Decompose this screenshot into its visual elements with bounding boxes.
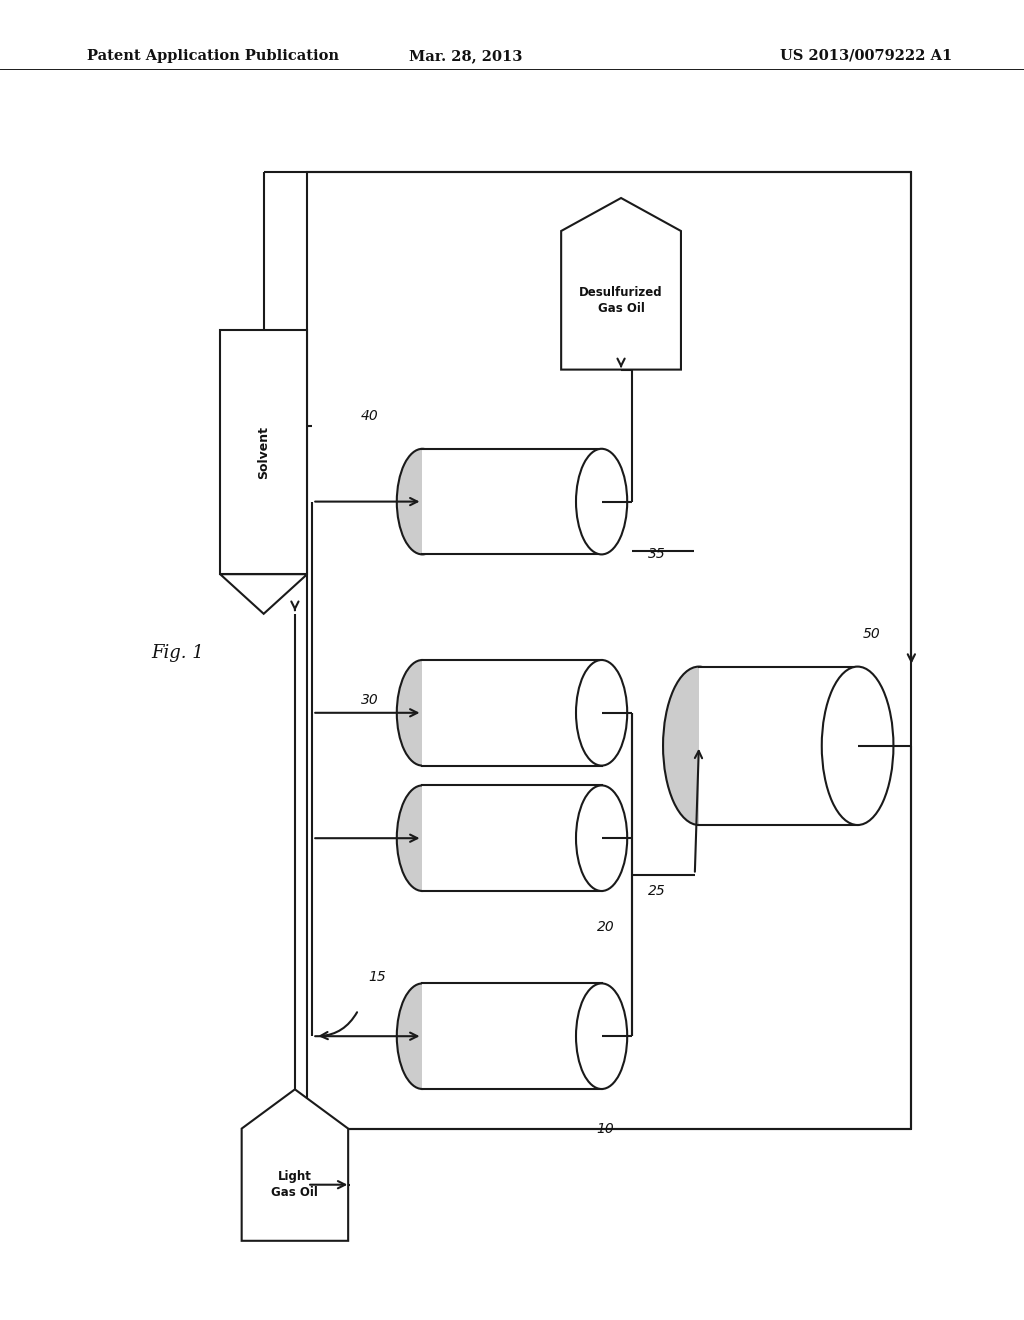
Text: US 2013/0079222 A1: US 2013/0079222 A1 bbox=[780, 49, 952, 63]
Ellipse shape bbox=[575, 449, 627, 554]
Text: 20: 20 bbox=[596, 920, 614, 935]
Bar bbox=[422, 785, 601, 891]
Ellipse shape bbox=[396, 660, 449, 766]
Text: 35: 35 bbox=[648, 548, 666, 561]
Text: 40: 40 bbox=[360, 409, 379, 422]
Text: Solvent: Solvent bbox=[257, 425, 270, 479]
Text: Mar. 28, 2013: Mar. 28, 2013 bbox=[410, 49, 522, 63]
Ellipse shape bbox=[821, 667, 893, 825]
Text: Patent Application Publication: Patent Application Publication bbox=[87, 49, 339, 63]
Bar bbox=[422, 660, 601, 766]
Bar bbox=[698, 667, 858, 825]
Ellipse shape bbox=[575, 660, 627, 766]
Text: 10: 10 bbox=[596, 1122, 614, 1137]
Text: 50: 50 bbox=[862, 627, 881, 640]
Bar bbox=[307, 172, 911, 1129]
Text: Desulfurized
Gas Oil: Desulfurized Gas Oil bbox=[580, 286, 663, 314]
Polygon shape bbox=[561, 198, 681, 370]
Ellipse shape bbox=[396, 785, 449, 891]
Ellipse shape bbox=[575, 785, 627, 891]
Ellipse shape bbox=[664, 667, 735, 825]
Ellipse shape bbox=[396, 983, 449, 1089]
Bar bbox=[422, 983, 601, 1089]
Ellipse shape bbox=[396, 449, 449, 554]
Bar bbox=[220, 330, 307, 574]
Text: 30: 30 bbox=[360, 693, 379, 706]
Text: Fig. 1: Fig. 1 bbox=[152, 644, 205, 663]
Ellipse shape bbox=[575, 983, 627, 1089]
Text: 25: 25 bbox=[648, 884, 666, 898]
Bar bbox=[422, 449, 601, 554]
Polygon shape bbox=[220, 574, 307, 614]
Text: 15: 15 bbox=[369, 970, 386, 983]
Polygon shape bbox=[242, 1089, 348, 1241]
Text: Light
Gas Oil: Light Gas Oil bbox=[271, 1171, 318, 1199]
